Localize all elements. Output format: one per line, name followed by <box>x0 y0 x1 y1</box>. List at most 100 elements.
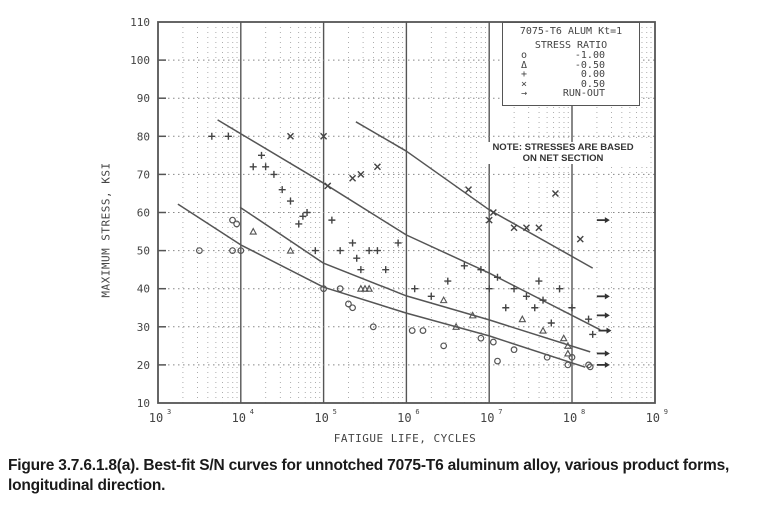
x-tick-label: 10 <box>149 411 163 425</box>
plus-marker-icon <box>460 262 468 270</box>
plus-marker-icon <box>382 266 390 274</box>
circle-marker-icon <box>585 361 592 369</box>
y-axis-label: MAXIMUM STRESS, KSI <box>99 162 113 298</box>
plus-marker-icon <box>328 216 336 224</box>
x-axis-label: FATIGUE LIFE, CYCLES <box>333 432 477 445</box>
legend-row: Δ -0.50 <box>503 59 639 71</box>
triangle-marker-icon <box>559 334 568 342</box>
x-tick-label: 10 <box>232 411 246 425</box>
arrow-head-icon <box>606 327 612 334</box>
arrow-head-icon <box>604 312 610 319</box>
data-points <box>195 132 612 371</box>
legend-title-material: 7075-T6 ALUM Kt=1 <box>519 26 623 37</box>
y-tick-label: 110 <box>130 16 150 29</box>
arrow-head-icon <box>604 293 610 300</box>
circle-marker-icon <box>229 247 236 255</box>
note-line-1: NOTE: STRESSES ARE BASED <box>492 142 634 153</box>
plus-marker-icon <box>249 163 257 171</box>
triangle-marker-icon <box>439 295 448 304</box>
x-tick-exponent: 3 <box>167 408 171 416</box>
plus-marker-icon <box>270 170 278 178</box>
circle-marker-icon <box>568 353 576 361</box>
plus-marker-icon <box>493 273 501 281</box>
plus-marker-icon <box>303 209 311 216</box>
plus-marker-icon <box>427 292 435 300</box>
x-tick-label: 10 <box>397 411 411 425</box>
plus-marker-icon <box>589 330 597 338</box>
circle-marker-icon <box>564 361 572 369</box>
plus-marker-icon: + <box>520 69 528 80</box>
x-tick-label: 10 <box>314 411 328 425</box>
x-tick-exponent: 8 <box>581 408 585 416</box>
legend-label: -0.50 <box>574 59 605 71</box>
triangle-marker-icon <box>468 311 477 319</box>
circle-marker-icon <box>543 353 551 361</box>
circle-marker-icon <box>195 247 203 255</box>
circle-marker-icon <box>494 357 501 365</box>
triangle-marker-icon <box>563 349 572 357</box>
circle-marker-icon <box>320 285 328 293</box>
plus-marker-icon <box>373 247 381 255</box>
plus-marker-icon <box>353 254 361 262</box>
plus-marker-icon <box>531 304 539 312</box>
cross-marker-icon <box>510 224 518 232</box>
arrow-head-icon <box>604 361 610 368</box>
circle-marker-icon <box>586 363 594 371</box>
legend-row: o -1.00 <box>503 51 639 61</box>
plus-marker-icon <box>295 220 303 228</box>
plus-marker-icon <box>224 132 232 140</box>
plus-marker-icon <box>568 304 576 312</box>
plus-marker-icon <box>262 163 270 171</box>
triangle-marker-icon <box>356 284 365 292</box>
legend-title-ratio: STRESS RATIO <box>534 40 608 51</box>
legend-row: × 0.50 <box>503 78 639 90</box>
figure-caption: Figure 3.7.6.1.8(a). Best-fit S/N curves… <box>8 457 730 494</box>
triangle-marker-icon <box>518 315 527 323</box>
plot-frame <box>157 21 656 404</box>
plus-marker-icon <box>357 266 365 274</box>
circle-marker-icon <box>440 342 448 350</box>
legend: 7075-T6 ALUM Kt=1 STRESS RATIO o -1.00 Δ -… <box>502 22 640 106</box>
cross-marker-icon <box>489 209 497 216</box>
plus-marker-icon <box>349 239 357 247</box>
y-tick-labels: 110 100 90 80 70 60 50 40 30 20 10 <box>130 16 150 410</box>
triangle-marker-icon: Δ <box>520 59 528 71</box>
plus-marker-icon <box>208 132 216 140</box>
plus-marker-icon <box>539 296 547 304</box>
sn-curve <box>239 206 591 353</box>
plus-marker-icon <box>485 285 493 293</box>
triangle-marker-icon <box>365 284 374 292</box>
x-tick-exponent: 7 <box>498 408 502 416</box>
circle-marker-icon <box>477 334 485 342</box>
note-annotation: NOTE: STRESSES ARE BASED ON NET SECTION <box>478 142 648 164</box>
circle-marker-icon: o <box>520 50 528 61</box>
legend-label: 0.00 <box>580 69 605 80</box>
plus-marker-icon <box>299 212 307 220</box>
plus-marker-icon <box>522 292 530 300</box>
triangle-marker-icon <box>452 322 461 330</box>
x-tick-label: 10 <box>646 411 660 425</box>
triangle-marker-icon <box>539 326 547 334</box>
plus-marker-icon <box>311 247 319 255</box>
arrow-head-icon <box>604 350 610 357</box>
triangle-marker-icon <box>563 341 572 349</box>
triangle-marker-icon <box>249 227 258 235</box>
best-fit-curves <box>177 119 601 368</box>
arrow-right-icon: → <box>520 88 528 99</box>
plus-marker-icon <box>502 304 510 312</box>
y-tick-label: 50 <box>137 245 150 258</box>
cross-marker-icon <box>349 174 357 182</box>
y-tick-label: 10 <box>137 397 150 410</box>
plus-marker-icon <box>258 151 265 159</box>
circle-marker-icon <box>419 327 427 335</box>
triangle-marker-icon <box>361 284 369 292</box>
note-line-2: ON NET SECTION <box>522 153 604 164</box>
legend-row: +0.00 <box>503 70 639 80</box>
x-tick-labels: 10 3 10 4 10 5 10 6 10 7 10 8 10 9 <box>149 408 668 425</box>
circle-marker-icon <box>345 300 352 308</box>
plus-marker-icon <box>535 277 543 285</box>
plus-marker-icon <box>477 266 485 274</box>
cross-marker-icon <box>535 224 543 232</box>
legend-label: 0.50 <box>580 78 605 90</box>
